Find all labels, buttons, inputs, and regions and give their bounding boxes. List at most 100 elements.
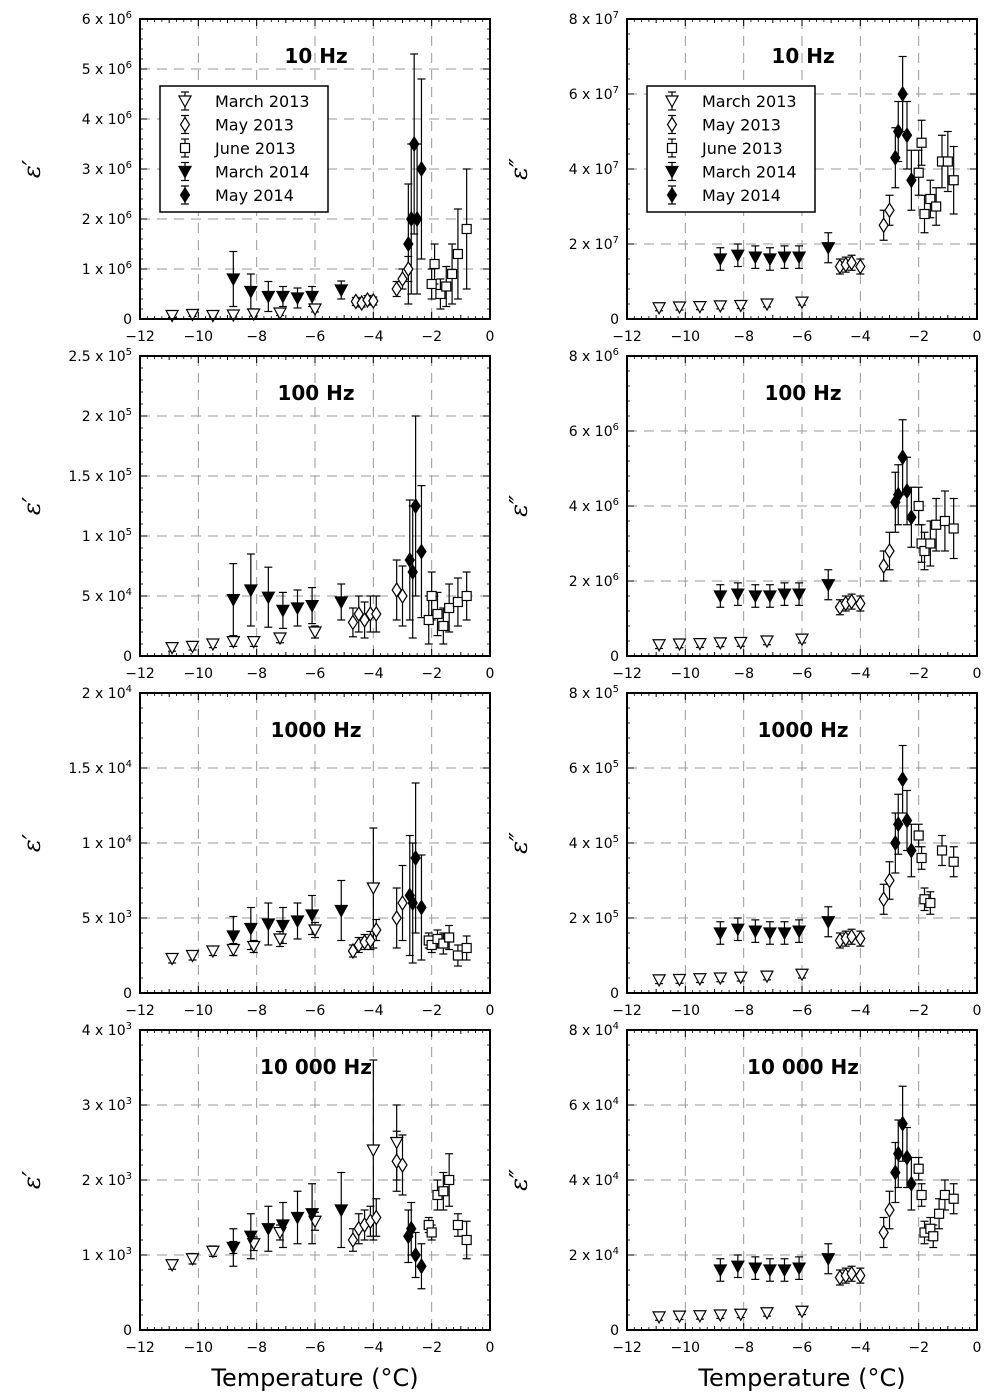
data-point-diamond-filled (410, 849, 421, 867)
data-point-square-open (913, 167, 924, 178)
data-point-square-open (452, 596, 464, 608)
data-point-triangle-down-open (366, 882, 381, 896)
data-point-diamond-open (391, 909, 402, 927)
data-point-square-open (429, 258, 440, 270)
data-point-triangle-down-filled (713, 927, 728, 941)
data-point-diamond-filled (416, 543, 427, 560)
panel-title: 10 000 Hz (747, 1055, 859, 1079)
data-point-triangle-down-open (226, 309, 241, 323)
data-point-diamond-open (371, 1209, 382, 1226)
data-point-diamond-open (371, 921, 382, 939)
data-point-triangle-down-open (205, 945, 220, 959)
chart-panel-8: −12 −10 −8 −6 −4 −2 0 0 2 x 104 4 x 104 6 x 104 8 x… (505, 1021, 981, 1392)
x-tick-label: −6 (305, 1003, 326, 1019)
data-point-diamond-open (403, 260, 414, 278)
y-tick-label: 0 (123, 312, 132, 328)
legend-label: March 2013 (215, 92, 310, 111)
data-point-triangle-down-open (226, 943, 241, 957)
data-point-diamond-filled (404, 551, 416, 569)
data-point-diamond-filled (901, 812, 913, 829)
data-point-triangle-down-filled (748, 925, 763, 939)
data-point-triangle-down-filled (226, 1241, 241, 1255)
legend-label: June 2013 (701, 139, 783, 158)
x-tick-label: 0 (973, 666, 982, 682)
x-tick-label: −4 (363, 329, 384, 345)
y-axis-label: ε″ (505, 832, 533, 854)
data-point-square-open (444, 932, 455, 943)
data-point-triangle-down-open (759, 1307, 775, 1321)
data-point-diamond-filled (893, 816, 904, 833)
data-point-square-open (452, 950, 464, 961)
data-point-triangle-down-open (246, 308, 261, 322)
data-point-triangle-down-open (672, 638, 687, 652)
data-point-square-open (441, 281, 452, 292)
y-axis-label: ε′ (18, 496, 46, 515)
legend-marker-diamond-filled (179, 186, 191, 204)
x-tick-label: −10 (671, 329, 701, 345)
x-tick-label: −6 (792, 1003, 813, 1019)
data-point-triangle-down-filled (226, 273, 241, 287)
y-tick-label: 2 x 103 (82, 1171, 132, 1189)
y-tick-label: 0 (610, 986, 619, 1002)
chart-panel-1: −12 −10 −8 −6 −4 −2 0 0 1 x 106 2 x 106 3 x 106 4 x… (18, 10, 494, 345)
data-point-triangle-down-open (692, 638, 707, 651)
y-axis-label: ε″ (505, 495, 533, 517)
data-point-triangle-down-filled (821, 579, 836, 593)
data-point-triangle-down-filled (334, 904, 349, 918)
data-point-triangle-down-open (205, 1245, 220, 1259)
data-point-square-open (913, 500, 924, 512)
data-point-diamond-filled (890, 149, 901, 166)
y-tick-label: 8 x 106 (569, 347, 619, 365)
data-point-diamond-filled (893, 1145, 904, 1162)
legend-marker-triangle-down-filled (177, 165, 193, 179)
data-point-triangle-down-filled (275, 290, 290, 304)
data-point-triangle-down-open (692, 1310, 707, 1324)
data-point-triangle-down-filled (777, 1264, 792, 1278)
plot-frame (139, 692, 491, 994)
x-tick-label: −12 (125, 1340, 155, 1356)
data-point-square-open (931, 201, 942, 212)
data-point-square-open (942, 156, 953, 167)
data-point-triangle-down-filled (792, 588, 807, 602)
data-point-diamond-open (884, 872, 895, 889)
data-point-triangle-down-filled (261, 918, 276, 932)
chart-panel-6: −12 −10 −8 −6 −4 −2 0 0 2 x 105 4 x 105 6 x 105 8 x… (505, 684, 981, 1019)
data-point-square-open (913, 830, 924, 841)
data-point-square-open (919, 208, 930, 220)
x-tick-label: −8 (246, 1340, 267, 1356)
data-point-square-open (438, 620, 449, 632)
legend-marker-square-open (666, 142, 678, 154)
data-point-square-open (916, 1189, 927, 1201)
data-point-triangle-down-filled (792, 251, 807, 265)
data-point-triangle-down-filled (334, 596, 349, 610)
x-tick-label: −4 (363, 1340, 384, 1356)
data-point-triangle-down-open (759, 635, 775, 649)
data-point-triangle-down-open (205, 309, 220, 323)
x-tick-label: −4 (363, 666, 384, 682)
data-point-diamond-filled (901, 1149, 913, 1166)
data-point-triangle-down-filled (762, 1264, 777, 1278)
data-point-diamond-open (846, 593, 857, 610)
data-point-diamond-open (878, 217, 889, 234)
data-point-square-open (919, 545, 930, 557)
y-tick-label: 4 x 105 (569, 834, 619, 852)
data-point-triangle-down-filled (821, 242, 836, 256)
plot-frame (626, 18, 978, 320)
data-point-triangle-down-open (185, 308, 200, 322)
data-point-triangle-down-filled (748, 590, 763, 604)
x-tick-label: −2 (908, 1340, 929, 1356)
data-point-diamond-filled (906, 509, 917, 526)
x-tick-label: −4 (850, 329, 871, 345)
y-tick-label: 2 x 106 (82, 210, 132, 228)
y-tick-label: 4 x 104 (569, 1171, 619, 1189)
y-tick-label: 6 x 107 (569, 85, 619, 103)
data-point-triangle-down-open (307, 626, 323, 640)
x-tick-label: −6 (792, 666, 813, 682)
data-point-square-open (948, 175, 959, 186)
data-point-square-open (444, 1174, 455, 1186)
y-tick-label: 1 x 104 (82, 834, 132, 852)
data-point-square-open (928, 1231, 939, 1242)
panel-title: 10 Hz (771, 44, 834, 68)
data-point-triangle-down-open (652, 1311, 667, 1325)
data-point-triangle-down-filled (261, 591, 276, 605)
